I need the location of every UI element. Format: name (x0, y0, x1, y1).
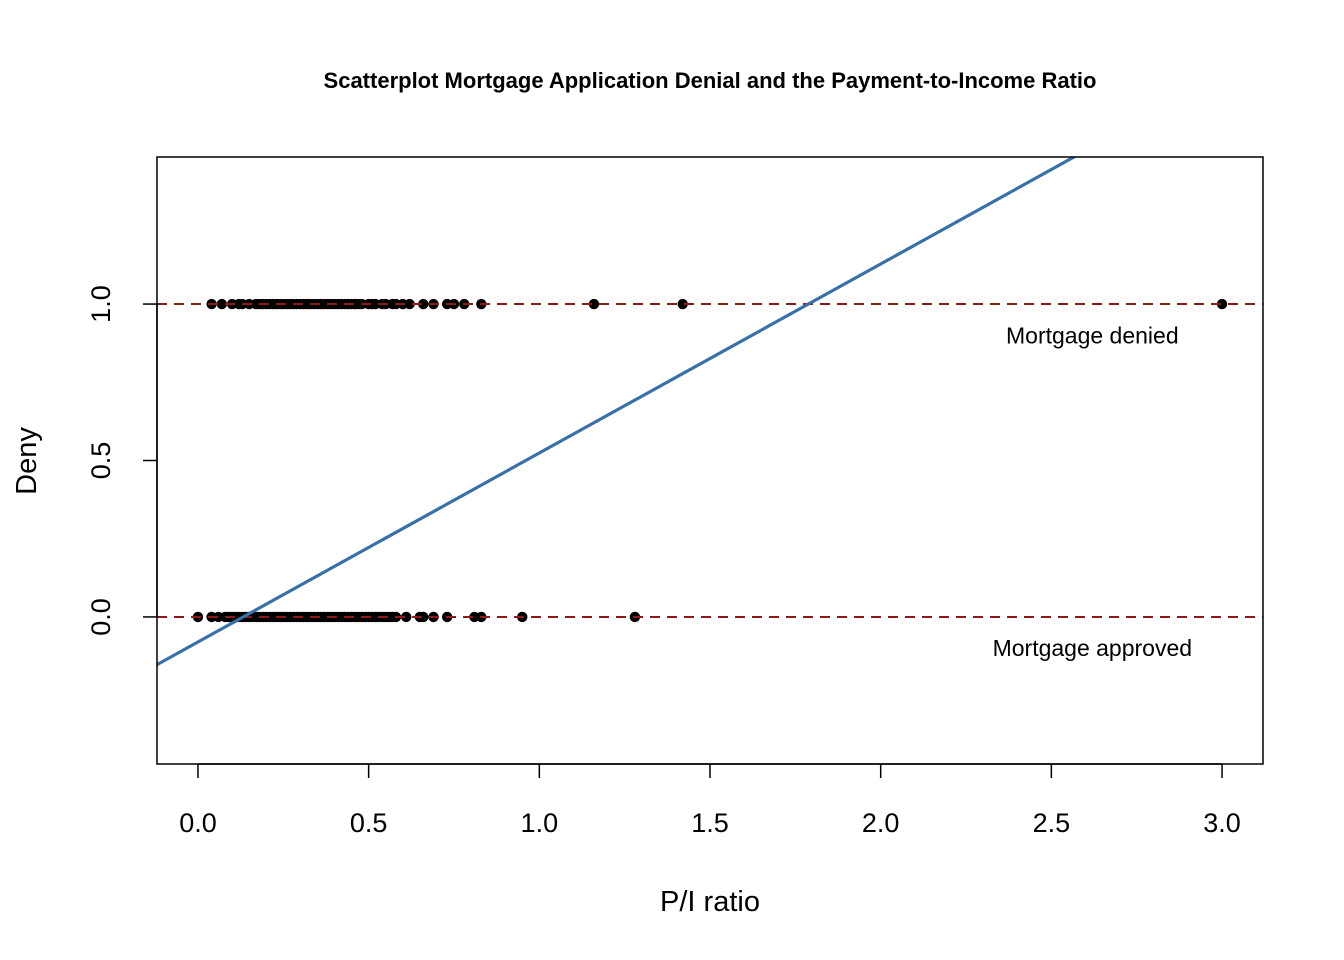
point-approved (400, 611, 412, 623)
point-approved (418, 611, 429, 623)
annotation-label: Mortgage denied (1006, 322, 1179, 348)
x-tick-label: 2.5 (1033, 808, 1071, 838)
x-tick-label: 3.0 (1203, 808, 1241, 838)
plot-area: Mortgage denied Mortgage approved (157, 157, 1263, 667)
point-denied (677, 298, 688, 310)
point-denied (418, 298, 429, 310)
point-denied (216, 298, 228, 310)
chart-title: Scatterplot Mortgage Application Denial … (324, 68, 1097, 93)
x-tick-label: 0.0 (179, 808, 217, 838)
x-tick-label: 1.0 (521, 808, 559, 838)
x-axis: 0.0 0.5 1.0 1.5 2.0 2.5 3.0 (179, 763, 1241, 838)
point-denied (588, 298, 600, 310)
y-tick-label: 0.5 (86, 442, 116, 480)
y-tick-label: 1.0 (86, 285, 116, 323)
x-tick-label: 1.5 (691, 808, 729, 838)
regression-line (157, 157, 1078, 667)
y-tick-label: 0.0 (86, 598, 116, 636)
x-tick-label: 2.0 (862, 808, 900, 838)
plot-inner (157, 157, 1263, 667)
y-axis: 0.0 0.5 1.0 (86, 285, 158, 636)
y-axis-label: Deny (11, 427, 43, 495)
annotation-label: Mortgage approved (993, 635, 1192, 661)
point-denied (404, 298, 415, 310)
x-tick-label: 0.5 (350, 808, 388, 838)
x-axis-label: P/I ratio (660, 886, 760, 918)
plot-frame (156, 156, 1264, 765)
point-denied (1216, 298, 1228, 310)
